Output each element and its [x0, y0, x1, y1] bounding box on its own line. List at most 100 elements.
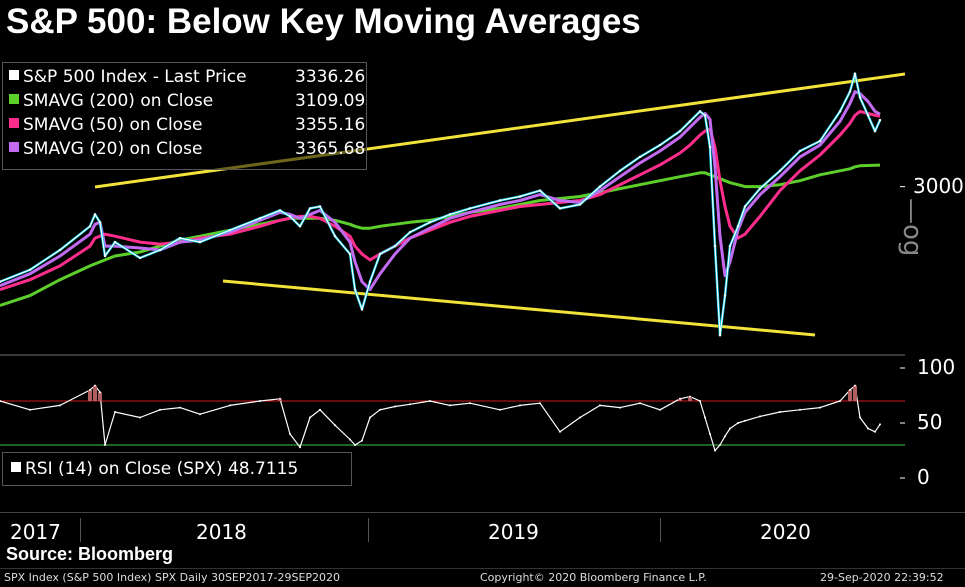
legend-value: 3365.68 — [295, 139, 366, 159]
rsi-point — [819, 406, 821, 409]
sma200-line — [0, 163, 881, 307]
price-point — [138, 256, 142, 260]
price-point — [378, 252, 382, 256]
price-point — [28, 268, 32, 272]
price-point — [718, 333, 722, 337]
rsi-point — [349, 438, 351, 441]
price-point — [93, 213, 97, 216]
rsi-point — [409, 403, 411, 406]
x-label-2020: 2020 — [760, 520, 811, 544]
rsi-point — [159, 408, 161, 411]
price-point — [708, 145, 712, 149]
price-point — [873, 129, 877, 133]
price-point — [333, 234, 337, 238]
rsi-point — [279, 397, 281, 400]
rsi-point — [704, 416, 706, 419]
rsi-point — [729, 427, 731, 430]
rsi-point — [579, 416, 581, 419]
rsi-point — [99, 391, 101, 394]
rsi-point — [449, 404, 451, 407]
year-separator — [80, 518, 81, 542]
rsi-point — [859, 416, 861, 419]
year-separator — [660, 518, 661, 542]
price-point — [778, 169, 782, 172]
rsi-point — [599, 404, 601, 407]
page-title: S&P 500: Below Key Moving Averages — [6, 2, 641, 41]
rsi-point — [724, 435, 726, 438]
rsi-point — [499, 408, 501, 411]
rsi-point — [779, 411, 781, 413]
rsi-point — [334, 424, 336, 427]
rsi-point — [289, 433, 291, 435]
rsi-axis-tick-0: 0 — [917, 465, 930, 489]
rsi-point — [699, 400, 701, 402]
price-point — [58, 248, 62, 252]
price-point — [198, 240, 202, 244]
panel-divider[interactable] — [0, 354, 905, 356]
rsi-point — [259, 400, 261, 402]
legend-label: S&P 500 Index - Last Price — [23, 67, 247, 87]
rsi-point — [679, 397, 681, 400]
price-point — [428, 221, 432, 224]
rsi-point — [839, 400, 841, 402]
rsi-point — [874, 430, 876, 433]
source-label: Source: Bloomberg — [6, 544, 174, 564]
price-point — [368, 280, 372, 283]
price-point — [538, 189, 542, 192]
price-point — [688, 120, 692, 123]
rsi-point — [719, 444, 721, 446]
rsi-axis-tick-100: 100 — [917, 355, 956, 379]
rsi-point — [394, 405, 396, 408]
footer-ticker-info: SPX Index (S&P 500 Index) SPX Daily 30SE… — [4, 571, 341, 584]
footer-timestamp: 29-Sep-2020 22:39:52 — [820, 571, 944, 584]
rsi-point — [59, 404, 61, 407]
price-point — [298, 225, 302, 228]
legend-row-sma50: SMAVG (50) on Close 3355.16 — [9, 113, 365, 137]
rsi-chart — [0, 367, 905, 479]
rsi-point — [519, 404, 521, 407]
legend-label: SMAVG (20) on Close — [23, 139, 203, 159]
rsi-point — [379, 408, 381, 411]
rsi-point — [104, 444, 106, 446]
price-point — [113, 240, 117, 244]
rsi-line — [0, 385, 881, 452]
price-point — [408, 231, 412, 234]
rsi-point — [309, 416, 311, 419]
rsi-point — [369, 416, 371, 419]
price-point — [318, 205, 322, 208]
rsi-point — [799, 408, 801, 411]
price-point — [178, 236, 182, 240]
rsi-point — [469, 402, 471, 405]
rsi-point — [299, 446, 301, 449]
rsi-point — [354, 444, 356, 446]
price-point — [98, 221, 102, 224]
rsi-point — [759, 415, 761, 418]
rsi-point — [139, 416, 141, 419]
price-point — [228, 229, 232, 232]
rsi-point — [199, 413, 201, 416]
legend-value: 3355.16 — [295, 115, 366, 135]
rsi-point — [539, 402, 541, 405]
time-axis: 2017 2018 2019 2020 — [0, 512, 965, 544]
legend-swatch-sma200 — [9, 94, 19, 104]
rsi-point — [867, 427, 869, 430]
price-point — [853, 72, 857, 75]
price-point — [393, 244, 397, 248]
price-point — [348, 252, 352, 256]
price-point — [258, 217, 262, 220]
price-point — [858, 96, 862, 99]
rsi-point — [229, 404, 231, 407]
price-point — [658, 143, 662, 147]
legend-swatch-price — [9, 70, 19, 80]
rsi-point — [429, 400, 431, 402]
x-label-2019: 2019 — [488, 520, 539, 544]
legend-label: SMAVG (50) on Close — [23, 115, 203, 135]
price-point — [353, 288, 357, 291]
price-point — [698, 110, 702, 113]
price-point — [88, 225, 92, 228]
price-point — [0, 280, 2, 283]
rsi-legend-value: 48.7115 — [227, 459, 299, 479]
price-point — [848, 90, 852, 93]
rsi-point — [559, 430, 561, 433]
price-point — [703, 114, 707, 117]
